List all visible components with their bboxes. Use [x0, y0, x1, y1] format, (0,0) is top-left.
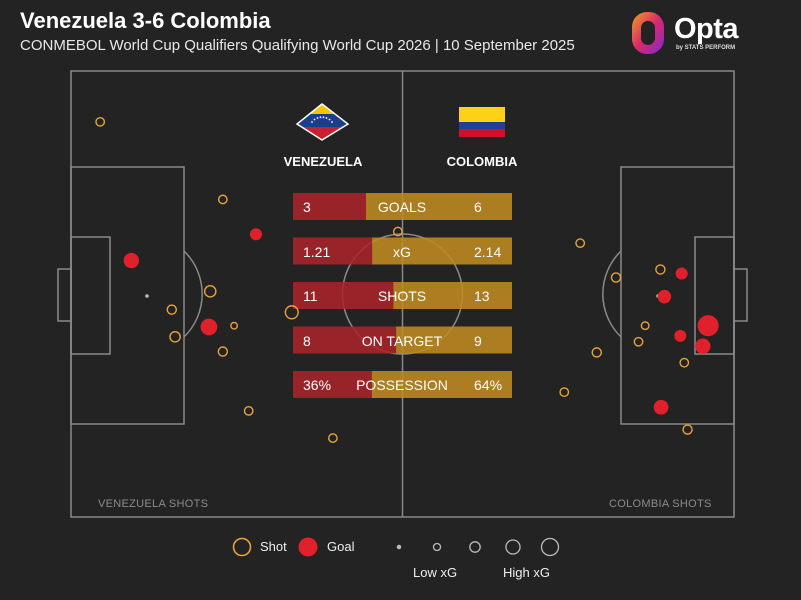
stat-value-home: 1.21	[303, 243, 331, 260]
chart-subtitle: CONMEBOL World Cup Qualifiers Qualifying…	[20, 37, 575, 54]
left-penalty-spot	[145, 294, 149, 298]
stat-label: SHOTS	[377, 288, 427, 304]
legend-goal-label: Goal	[327, 539, 355, 554]
stat-label: GOALS	[377, 199, 427, 215]
shot-marker-shot	[610, 272, 622, 283]
stat-bar-home	[293, 371, 372, 398]
legend-xg-size-marker	[505, 539, 521, 555]
shot-marker-goal	[200, 318, 218, 336]
shot-marker-goal	[695, 338, 711, 354]
shot-marker-shot	[640, 321, 650, 331]
legend-low-xg-label: Low xG	[413, 565, 458, 580]
home-team-name: VENEZUELA	[283, 154, 363, 169]
legend-xg-size-marker	[469, 541, 481, 553]
stat-value-home: 3	[303, 199, 311, 215]
stat-value-home: 8	[303, 332, 311, 349]
shot-marker-shot	[203, 285, 217, 298]
stat-bar-home	[293, 326, 397, 354]
shot-marker-shot	[243, 405, 254, 416]
stat-bar-away	[393, 282, 512, 309]
shot-marker-shot	[230, 321, 239, 330]
shot-marker-shot	[655, 264, 666, 275]
venezuela-flag-icon	[295, 103, 350, 141]
opta-logo-subtext: by STATS PERFORM	[676, 45, 736, 51]
legend-goal-marker	[298, 537, 318, 557]
chart-title: Venezuela 3-6 Colombia	[20, 8, 271, 33]
shot-marker-shot	[575, 238, 586, 249]
left-penalty-arc	[183, 250, 203, 338]
right-goal	[733, 268, 748, 322]
shot-marker-goal	[675, 267, 688, 280]
away-shots-label: COLOMBIA SHOTS	[609, 498, 712, 510]
stat-bar-away	[396, 326, 512, 354]
shot-marker-shot	[327, 433, 338, 443]
stat-value-home: 36%	[303, 377, 332, 393]
stat-label: xG	[393, 243, 411, 260]
stat-bar-away	[366, 193, 512, 220]
stat-value-away: 9	[474, 332, 482, 349]
shot-marker-shot	[559, 387, 570, 398]
shot-marker-shot	[284, 305, 299, 320]
stat-value-away: 64%	[474, 377, 503, 393]
legend-high-xg-label: High xG	[503, 565, 550, 580]
right-six-yard-box	[694, 236, 735, 355]
legend-markers	[232, 537, 560, 557]
shot-markers	[95, 116, 719, 443]
stat-label: ON TARGET	[361, 332, 443, 349]
legend-shot-marker	[232, 537, 252, 557]
left-six-yard-box	[70, 236, 111, 355]
legend-xg-size-marker	[432, 542, 442, 552]
away-team-name: COLOMBIA	[446, 154, 518, 169]
shot-marker-shot	[169, 330, 181, 343]
left-goal	[57, 268, 72, 322]
stat-label: POSSESSION	[356, 377, 448, 393]
shot-marker-goal	[123, 252, 140, 269]
shot-marker-goal	[653, 399, 669, 415]
shot-marker-shot	[95, 116, 106, 127]
stat-value-home: 11	[303, 288, 318, 304]
shot-marker-goal	[697, 315, 719, 337]
stat-bars	[293, 193, 512, 398]
stat-value-away: 2.14	[474, 243, 502, 260]
stat-value-away: 6	[474, 199, 482, 215]
shot-marker-shot	[166, 304, 178, 315]
home-shots-label: VENEZUELA SHOTS	[98, 498, 209, 510]
stat-bar-home	[293, 193, 366, 220]
stat-value-away: 13	[474, 288, 490, 304]
legend-xg-size-marker	[396, 544, 402, 550]
shot-marker-shot	[217, 346, 229, 357]
stat-bar-home	[293, 237, 373, 265]
shot-marker-goal	[674, 329, 687, 342]
stat-bar-home	[293, 282, 394, 309]
legend-shot-label: Shot	[260, 539, 287, 554]
shot-marker-shot	[633, 336, 644, 347]
colombia-flag-icon	[459, 107, 505, 137]
legend-xg-size-marker	[540, 537, 560, 557]
shot-marker-shot	[217, 194, 228, 205]
shot-marker-shot	[682, 424, 693, 435]
shot-marker-shot	[591, 347, 603, 358]
left-penalty-area	[70, 166, 185, 425]
opta-logo-icon	[632, 12, 664, 54]
shot-marker-goal	[657, 289, 672, 304]
stat-bar-away	[372, 237, 512, 265]
stat-bar-away	[371, 371, 512, 398]
opta-logo: Opta by STATS PERFORM	[628, 10, 768, 56]
shot-marker-shot	[679, 357, 690, 368]
right-penalty-arc	[602, 250, 622, 338]
shot-marker-goal	[249, 228, 263, 241]
right-penalty-area	[620, 166, 735, 425]
opta-logo-text: Opta	[674, 13, 739, 45]
shot-marker-shot	[392, 226, 403, 237]
